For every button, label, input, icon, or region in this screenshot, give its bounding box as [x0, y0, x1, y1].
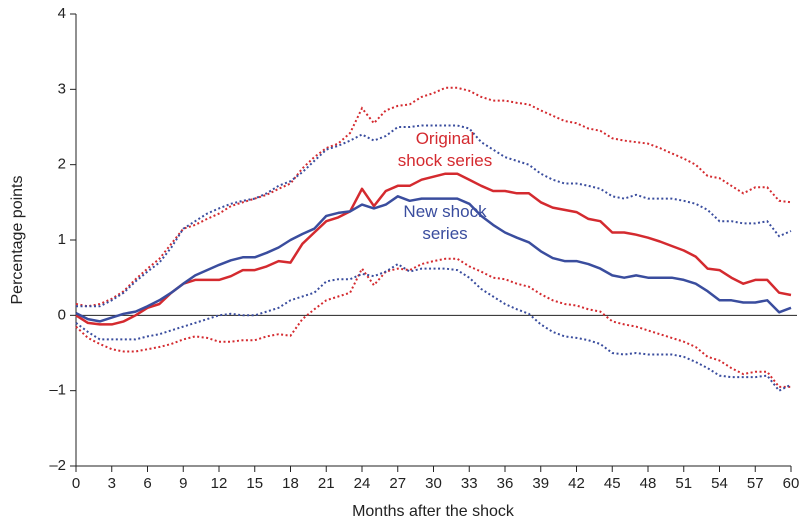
series-label: New shock series [403, 202, 487, 243]
series-line [75, 195, 792, 323]
x-tick-label: 3 [108, 475, 116, 492]
x-tick-label: 54 [711, 475, 728, 492]
x-tick-label: 36 [497, 475, 514, 492]
x-tick-label: 6 [143, 475, 151, 492]
series-line [75, 172, 792, 326]
x-tick-label: 30 [425, 475, 442, 492]
y-tick-label: –2 [49, 457, 66, 474]
x-tick-label: 18 [282, 475, 299, 492]
x-tick-label: 0 [72, 475, 80, 492]
x-tick-label: 45 [604, 475, 621, 492]
x-tick-label: 48 [640, 475, 657, 492]
y-tick-label: 2 [58, 156, 66, 173]
series-label: Original shock series [397, 129, 493, 170]
x-tick-label: 21 [318, 475, 335, 492]
y-tick-label: 1 [58, 231, 66, 248]
x-tick-label: 60 [783, 475, 800, 492]
y-tick-label: 4 [58, 5, 66, 22]
x-tick-label: 33 [461, 475, 478, 492]
confidence-band-upper [75, 86, 792, 308]
y-axis-label: Percentage points [9, 176, 26, 305]
y-tick-label: 3 [58, 80, 66, 97]
x-tick-label: 27 [389, 475, 406, 492]
x-tick-label: 39 [532, 475, 549, 492]
y-tick-label: –1 [49, 382, 66, 399]
x-tick-label: 24 [354, 475, 371, 492]
x-tick-label: 15 [246, 475, 263, 492]
x-axis-label: Months after the shock [352, 503, 515, 520]
x-tick-label: 12 [211, 475, 228, 492]
x-tick-label: 57 [747, 475, 764, 492]
confidence-band-lower [75, 257, 791, 388]
x-tick-label: 51 [675, 475, 692, 492]
confidence-band-upper [76, 124, 792, 308]
y-tick-label: 0 [58, 306, 66, 323]
x-tick-label: 42 [568, 475, 585, 492]
x-tick-label: 9 [179, 475, 187, 492]
confidence-band-lower [75, 262, 792, 392]
